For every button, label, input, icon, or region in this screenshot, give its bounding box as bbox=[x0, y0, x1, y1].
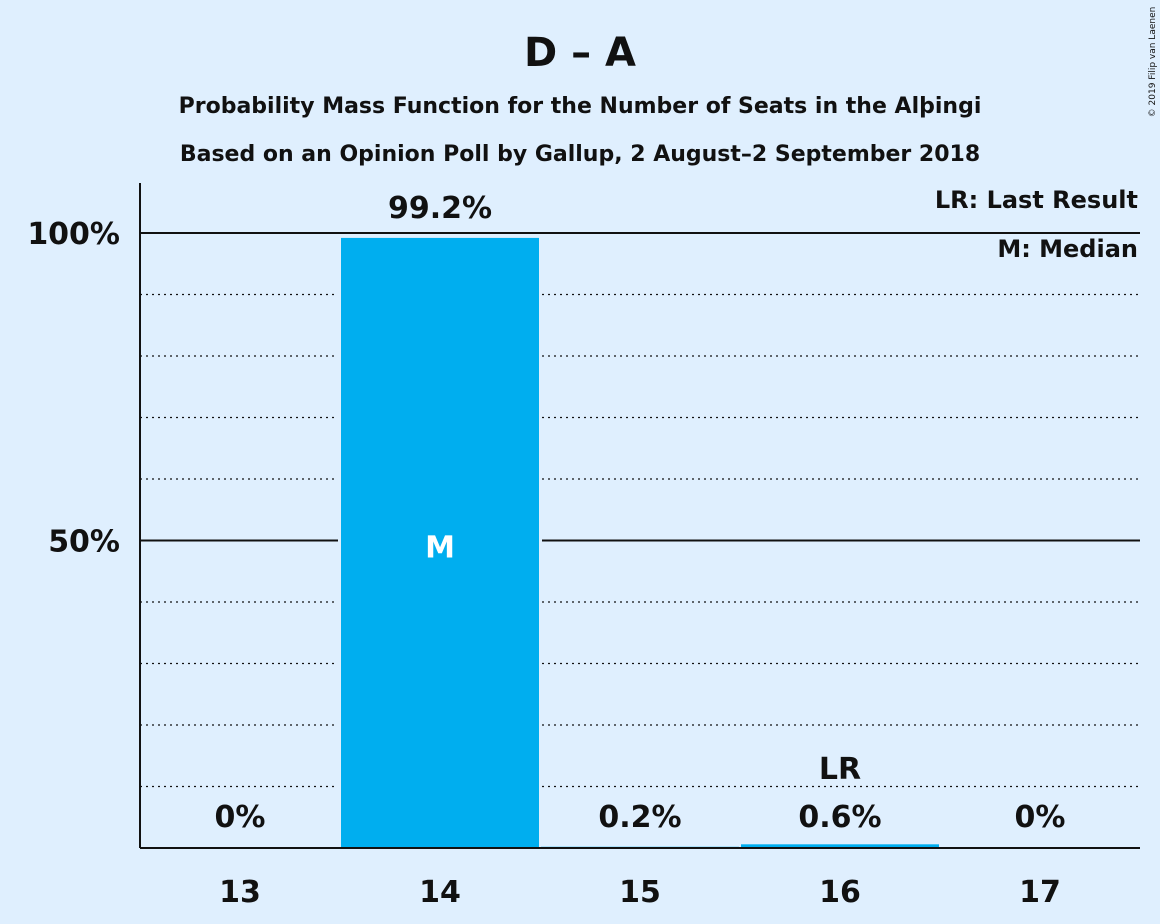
legend-median: M: Median bbox=[997, 235, 1138, 263]
value-label-14: 99.2% bbox=[388, 191, 492, 226]
x-tick-label: 17 bbox=[1019, 875, 1061, 910]
y-tick-label: 50% bbox=[48, 525, 120, 560]
x-tick-label: 15 bbox=[619, 875, 661, 910]
value-label-15: 0.2% bbox=[598, 800, 681, 835]
value-label-13: 0% bbox=[215, 800, 266, 835]
bars bbox=[338, 237, 939, 849]
x-tick-label: 13 bbox=[219, 875, 261, 910]
legend-last-result: LR: Last Result bbox=[935, 186, 1138, 214]
chart-title: D – A bbox=[524, 30, 636, 76]
x-tick-label: 14 bbox=[419, 875, 461, 910]
y-tick-label: 100% bbox=[27, 217, 120, 252]
data-labels: 0% 99.2% M 0.2% 0.6% LR 0% bbox=[215, 191, 1066, 835]
value-label-16: 0.6% bbox=[798, 800, 881, 835]
chart-subtitle-line-2: Based on an Opinion Poll by Gallup, 2 Au… bbox=[180, 142, 980, 167]
copyright-notice: © 2019 Filip van Laenen bbox=[1148, 7, 1158, 118]
bar-seat-14 bbox=[341, 237, 539, 849]
x-tick-label: 16 bbox=[819, 875, 861, 910]
median-marker: M bbox=[425, 531, 455, 566]
value-label-17: 0% bbox=[1015, 800, 1066, 835]
bar-seat-16 bbox=[741, 844, 939, 848]
last-result-marker: LR bbox=[819, 752, 861, 787]
axes: 100% 50% 13 14 15 16 17 bbox=[27, 183, 1140, 910]
chart-subtitle-line-1: Probability Mass Function for the Number… bbox=[179, 94, 982, 119]
grid-lines bbox=[140, 232, 1140, 788]
